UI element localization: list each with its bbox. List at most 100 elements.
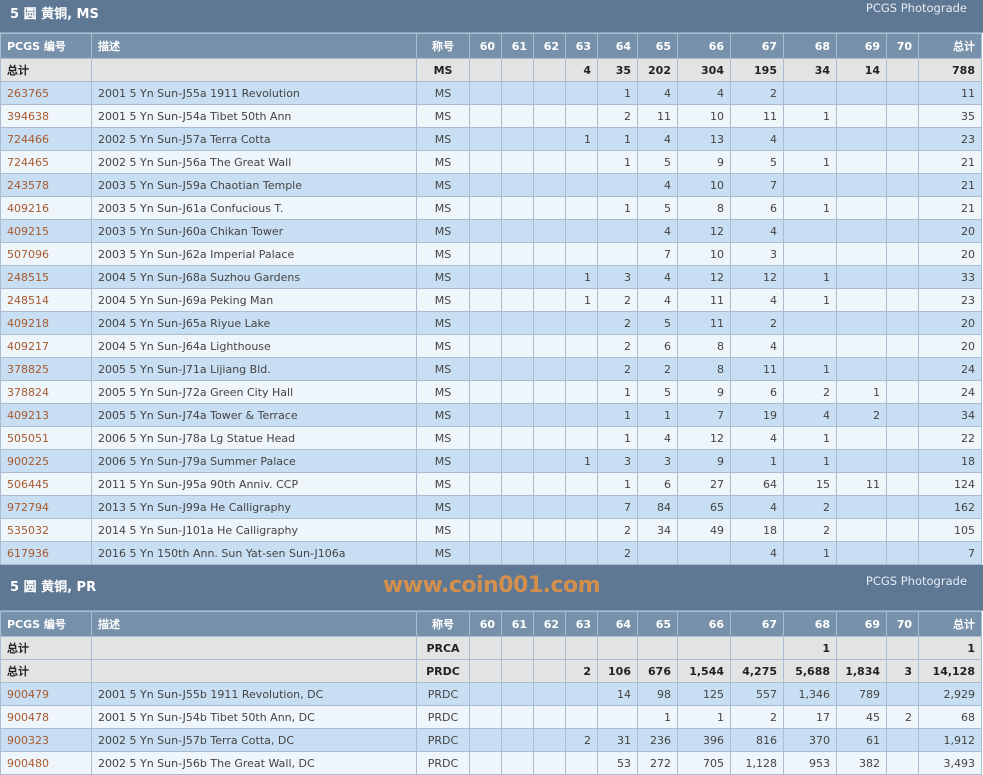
cell-grade-62 — [533, 196, 566, 220]
pcgs-number-link[interactable]: 724466 — [7, 132, 49, 146]
cell-pcgs-number[interactable]: 724465 — [0, 150, 92, 174]
cell-pcgs-number[interactable]: 535032 — [0, 518, 92, 542]
column-header-grade-62[interactable]: 62 — [533, 611, 566, 637]
pcgs-number-link[interactable]: 409216 — [7, 201, 49, 215]
column-header-designation[interactable]: 称号 — [416, 611, 470, 637]
cell-pcgs-number[interactable]: 507096 — [0, 242, 92, 266]
cell-pcgs-number[interactable]: 243578 — [0, 173, 92, 197]
cell-designation: MS — [416, 541, 470, 565]
cell-pcgs-number[interactable]: 972794 — [0, 495, 92, 519]
pcgs-number-link[interactable]: 248514 — [7, 293, 49, 307]
column-header-grade-67[interactable]: 67 — [730, 33, 784, 59]
pcgs-number-link[interactable]: 972794 — [7, 500, 49, 514]
pcgs-number-link[interactable]: 243578 — [7, 178, 49, 192]
column-header-grade-61[interactable]: 61 — [501, 611, 534, 637]
cell-pcgs-number[interactable]: 900478 — [0, 705, 92, 729]
cell-grade-70 — [886, 426, 919, 450]
pcgs-number-link[interactable]: 409218 — [7, 316, 49, 330]
pcgs-number-link[interactable]: 900478 — [7, 710, 49, 724]
cell-grade-67: 64 — [730, 472, 784, 496]
cell-pcgs-number[interactable]: 900479 — [0, 682, 92, 706]
cell-pcgs-number[interactable]: 248515 — [0, 265, 92, 289]
column-header-grade-70[interactable]: 70 — [886, 33, 919, 59]
pcgs-number-link[interactable]: 724465 — [7, 155, 49, 169]
cell-grade-66: 10 — [677, 173, 731, 197]
column-header-grade-62[interactable]: 62 — [533, 33, 566, 59]
photograde-link[interactable]: PCGS Photograde — [865, 574, 967, 588]
cell-pcgs-number[interactable]: 248514 — [0, 288, 92, 312]
cell-pcgs-number[interactable]: 409218 — [0, 311, 92, 335]
column-header-pcgs-number[interactable]: PCGS 编号 — [0, 33, 92, 59]
column-header-pcgs-number[interactable]: PCGS 编号 — [0, 611, 92, 637]
column-header-grade-65[interactable]: 65 — [637, 33, 678, 59]
cell-pcgs-number[interactable]: 900323 — [0, 728, 92, 752]
pcgs-number-link[interactable]: 378825 — [7, 362, 49, 376]
pcgs-number-link[interactable]: 900479 — [7, 687, 49, 701]
cell-grade-62 — [533, 541, 566, 565]
cell-grade-68: 1 — [783, 288, 837, 312]
pcgs-number-link[interactable]: 535032 — [7, 523, 49, 537]
column-header-grade-63[interactable]: 63 — [565, 33, 598, 59]
pcgs-number-link[interactable]: 394638 — [7, 109, 49, 123]
pcgs-number-link[interactable]: 505051 — [7, 431, 49, 445]
column-header-grade-61[interactable]: 61 — [501, 33, 534, 59]
column-header-grade-60[interactable]: 60 — [469, 33, 502, 59]
cell-pcgs-number[interactable]: 505051 — [0, 426, 92, 450]
column-header-grade-65[interactable]: 65 — [637, 611, 678, 637]
cell-description: 2016 5 Yn 150th Ann. Sun Yat-sen Sun-J10… — [91, 541, 417, 565]
cell-pcgs-number[interactable]: 378824 — [0, 380, 92, 404]
column-header-grade-68[interactable]: 68 — [783, 611, 837, 637]
column-header-grade-64[interactable]: 64 — [597, 611, 638, 637]
column-header-grade-68[interactable]: 68 — [783, 33, 837, 59]
cell-pcgs-number[interactable]: 900480 — [0, 751, 92, 775]
cell-pcgs-number[interactable]: 506445 — [0, 472, 92, 496]
column-header-total[interactable]: 总计 — [918, 33, 982, 59]
column-header-grade-63[interactable]: 63 — [565, 611, 598, 637]
pcgs-number-link[interactable]: 409213 — [7, 408, 49, 422]
pcgs-number-link[interactable]: 263765 — [7, 86, 49, 100]
column-header-designation[interactable]: 称号 — [416, 33, 470, 59]
cell-grade-68: 15 — [783, 472, 837, 496]
cell-pcgs-number[interactable]: 263765 — [0, 81, 92, 105]
column-header-grade-69[interactable]: 69 — [836, 611, 887, 637]
cell-grade-63: 2 — [565, 728, 598, 752]
column-header-grade-66[interactable]: 66 — [677, 611, 731, 637]
pcgs-number-link[interactable]: 900225 — [7, 454, 49, 468]
cell-pcgs-number[interactable]: 409217 — [0, 334, 92, 358]
cell-pcgs-number[interactable]: 409215 — [0, 219, 92, 243]
pcgs-number-link[interactable]: 900480 — [7, 756, 49, 770]
pcgs-number-link[interactable]: 248515 — [7, 270, 49, 284]
cell-grade-64 — [597, 636, 638, 660]
cell-grade-63 — [565, 334, 598, 358]
cell-pcgs-number[interactable]: 409213 — [0, 403, 92, 427]
column-header-grade-64[interactable]: 64 — [597, 33, 638, 59]
table-row: 394638 2001 5 Yn Sun-J54a Tibet 50th Ann M… — [0, 104, 982, 128]
column-header-grade-70[interactable]: 70 — [886, 611, 919, 637]
cell-grade-69 — [836, 219, 887, 243]
pcgs-number-link[interactable]: 507096 — [7, 247, 49, 261]
cell-pcgs-number[interactable]: 394638 — [0, 104, 92, 128]
cell-grade-64: 2 — [597, 334, 638, 358]
column-header-grade-69[interactable]: 69 — [836, 33, 887, 59]
cell-pcgs-number[interactable]: 617936 — [0, 541, 92, 565]
pcgs-number-link[interactable]: 409215 — [7, 224, 49, 238]
column-header-description[interactable]: 描述 — [91, 33, 417, 59]
cell-pcgs-number[interactable]: 409216 — [0, 196, 92, 220]
cell-pcgs-number[interactable]: 900225 — [0, 449, 92, 473]
photograde-link[interactable]: PCGS Photograde — [865, 1, 967, 15]
cell-pcgs-number[interactable]: 724466 — [0, 127, 92, 151]
pcgs-number-link[interactable]: 900323 — [7, 733, 49, 747]
cell-grade-67: 4 — [730, 495, 784, 519]
table-row: 506445 2011 5 Yn Sun-J95a 90th Anniv. CCP… — [0, 472, 982, 496]
column-header-description[interactable]: 描述 — [91, 611, 417, 637]
pcgs-number-link[interactable]: 378824 — [7, 385, 49, 399]
column-header-total[interactable]: 总计 — [918, 611, 982, 637]
cell-pcgs-number[interactable]: 378825 — [0, 357, 92, 381]
column-header-grade-67[interactable]: 67 — [730, 611, 784, 637]
pcgs-number-link[interactable]: 409217 — [7, 339, 49, 353]
pcgs-number-link[interactable]: 617936 — [7, 546, 49, 560]
column-header-grade-60[interactable]: 60 — [469, 611, 502, 637]
pcgs-number-link[interactable]: 506445 — [7, 477, 49, 491]
cell-grade-66: 27 — [677, 472, 731, 496]
column-header-grade-66[interactable]: 66 — [677, 33, 731, 59]
